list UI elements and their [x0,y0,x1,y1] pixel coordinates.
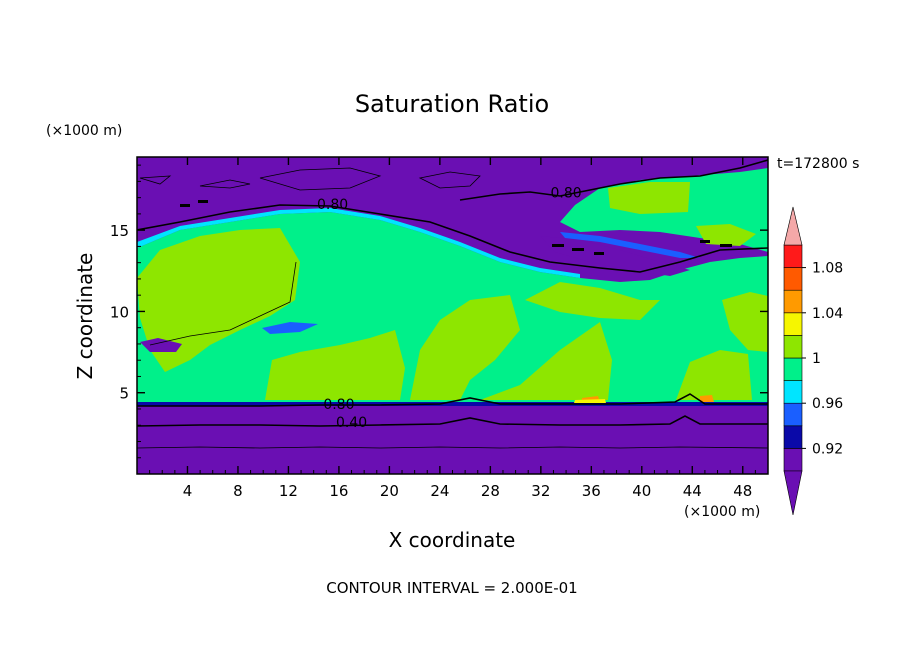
contour-thin-5 [139,175,172,185]
contour-label: 0.80 [550,186,581,202]
contour-label-layer: 0.80 0.80 0.80 0.40 [317,186,582,431]
contour-080-upper [137,204,768,273]
contour-thin-1 [137,446,768,449]
upper-right-cloud-core-2 [696,224,756,246]
contour-dashes [180,200,732,255]
y-tick-label: 5 [119,385,129,403]
x-tick-label: 8 [233,482,243,500]
dry-pocket-left [140,338,182,352]
supersat-spot-3 [574,399,606,403]
contour-thin-cloud [149,261,297,346]
left-cloud-patch [137,228,300,372]
contour-thin-2 [259,167,382,191]
colorbar-swatch [783,448,803,472]
colorbar-swatch [783,244,803,268]
contour-upper-right [459,159,768,201]
contour-label: 0.80 [323,397,354,413]
x-tick-label: 32 [531,482,550,500]
colorbar-tick-label: 1 [812,351,821,367]
upper-right-cloud-core [608,182,690,214]
time-label: t=172800 s [777,156,859,172]
y-axis: 5 10 15 [110,164,768,459]
boundary-blue-line [137,402,768,406]
y-axis-label: Z coordinate [73,253,97,380]
x-tick-label: 16 [329,482,348,500]
dry-intrusion [540,236,690,276]
far-right-upper-patch [722,292,768,352]
x-tick-label: 40 [632,482,651,500]
footer-text: CONTOUR INTERVAL = 2.000E-01 [326,579,577,597]
colorbar-tick-label: 1.04 [812,306,843,322]
x-tick-label: 24 [430,482,449,500]
colorbar-over-arrow [783,206,803,246]
right-patch [525,282,660,320]
colorbar-tick-label: 1.08 [812,261,843,277]
colorbar-under-arrow [783,470,803,516]
x-axis-label: X coordinate [389,528,516,552]
x-tick-label: 12 [279,482,298,500]
heatmap-field [137,157,768,474]
colorbar-swatch [783,267,803,291]
mid-left-patch [265,330,405,400]
x-axis: 4 8 12 16 20 24 28 32 36 40 44 48 [149,157,756,500]
contour-label: 0.40 [336,415,367,431]
far-right-patch [676,350,752,400]
contour-040 [137,415,768,427]
colorbar-swatch [783,425,803,449]
x-tick-label: 20 [380,482,399,500]
colorbar-swatch [783,357,803,381]
x-tick-label: 48 [733,482,752,500]
y-unit-label: (×1000 m) [46,123,122,139]
contour-080-lower [137,393,768,407]
mid-patch [410,295,520,400]
x-tick-label: 28 [481,482,500,500]
chart-title: Saturation Ratio [355,90,549,118]
colorbar-swatch [783,335,803,359]
colorbar-swatch [783,289,803,314]
y-tick-label: 15 [110,222,129,240]
colorbar-swatch [783,402,803,427]
contour-thin-3 [418,171,481,189]
dry-pocket-mid [262,322,318,334]
colorbar: 0.92 0.96 1 1.04 1.08 [783,206,843,516]
contour-label: 0.80 [317,197,348,213]
x-tick-label: 44 [683,482,702,500]
supersat-spot-2 [700,395,714,402]
colorbar-swatch [783,380,803,404]
colorbar-tick-label: 0.96 [812,396,843,412]
x-tick-label: 36 [582,482,601,500]
colorbar-swatch [783,312,803,336]
surface-dry-layer [137,404,768,474]
colorbar-tick-label: 0.92 [812,441,843,457]
dry-streak-blue [560,232,700,258]
y-tick-label: 10 [110,303,129,321]
x-tick-label: 4 [183,482,193,500]
x-unit-label: (×1000 m) [684,504,760,520]
contour-thin-4 [199,179,251,189]
mid-right-patch [480,322,612,400]
